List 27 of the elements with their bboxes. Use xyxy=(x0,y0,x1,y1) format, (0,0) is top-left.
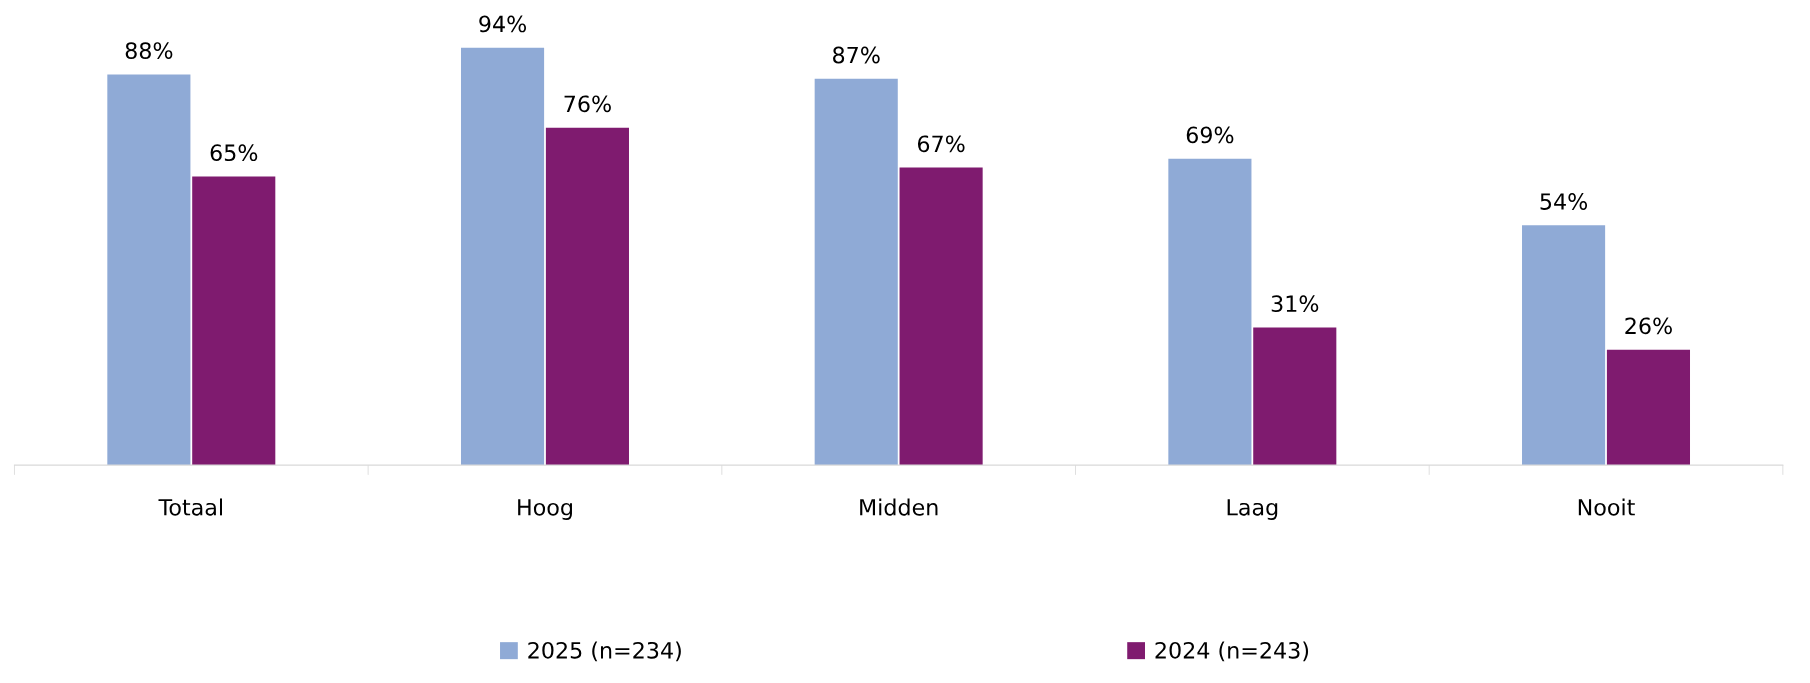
bar xyxy=(107,74,191,466)
bar xyxy=(1168,158,1252,466)
legend-label: 2025 (n=234) xyxy=(528,641,681,662)
x-tick-label: Totaal xyxy=(158,498,222,516)
bar xyxy=(460,47,545,466)
bar xyxy=(1522,225,1606,466)
x-tick-label: Nooit xyxy=(1578,498,1635,516)
data-label: 94% xyxy=(479,15,527,33)
bar xyxy=(899,167,983,466)
bar xyxy=(192,176,276,466)
data-label: 26% xyxy=(1625,317,1672,335)
x-tick-label: Laag xyxy=(1227,499,1278,520)
data-label: 88% xyxy=(125,42,173,59)
bar xyxy=(545,127,629,466)
data-label: 69% xyxy=(1186,126,1234,144)
bar xyxy=(814,78,898,466)
data-label: 67% xyxy=(917,135,965,153)
data-label: 31% xyxy=(1271,295,1319,313)
bar xyxy=(1606,349,1691,466)
data-label: 76% xyxy=(564,95,611,113)
x-tick-label: Midden xyxy=(860,498,938,516)
data-label: 65% xyxy=(210,144,258,162)
legend-label: 2024 (n=243) xyxy=(1155,641,1309,662)
data-label: 54% xyxy=(1540,193,1588,210)
data-label: 87% xyxy=(833,46,880,64)
bar xyxy=(1253,327,1337,466)
x-tick-label: Hoog xyxy=(518,499,572,520)
